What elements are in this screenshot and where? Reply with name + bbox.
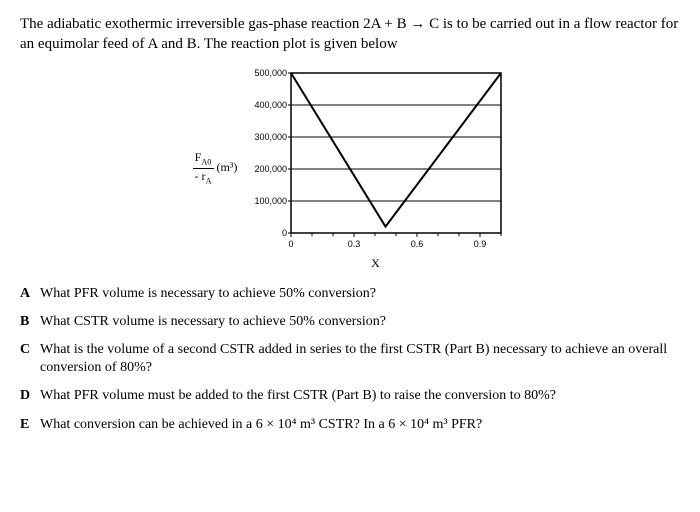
question-letter: C bbox=[20, 341, 40, 377]
question-text: What CSTR volume is necessary to achieve… bbox=[40, 313, 680, 331]
svg-text:200,000: 200,000 bbox=[255, 164, 288, 174]
svg-text:0: 0 bbox=[289, 239, 294, 249]
svg-text:400,000: 400,000 bbox=[255, 100, 288, 110]
question-item: D What PFR volume must be added to the f… bbox=[20, 387, 680, 405]
chart-container: FA0 - rA (m³) 0 100,000 200,000 300,000 400,… bbox=[20, 67, 680, 271]
question-item: C What is the volume of a second CSTR ad… bbox=[20, 341, 680, 377]
reaction-plot: 0 100,000 200,000 300,000 400,000 500,000 0 0.3… bbox=[243, 67, 507, 253]
question-text: What conversion can be achieved in a 6 ×… bbox=[40, 416, 680, 434]
svg-text:500,000: 500,000 bbox=[255, 68, 288, 78]
svg-text:0.6: 0.6 bbox=[411, 239, 424, 249]
intro-text: The adiabatic exothermic irreversible ga… bbox=[20, 14, 680, 55]
question-item: A What PFR volume is necessary to achiev… bbox=[20, 285, 680, 303]
question-letter: D bbox=[20, 387, 40, 405]
question-letter: B bbox=[20, 313, 40, 331]
y-axis-label: FA0 - rA (m³) bbox=[193, 151, 244, 186]
question-item: B What CSTR volume is necessary to achie… bbox=[20, 313, 680, 331]
svg-text:0: 0 bbox=[282, 228, 287, 238]
svg-text:100,000: 100,000 bbox=[255, 196, 288, 206]
questions-list: A What PFR volume is necessary to achiev… bbox=[20, 285, 680, 434]
question-item: E What conversion can be achieved in a 6… bbox=[20, 416, 680, 434]
question-letter: E bbox=[20, 416, 40, 434]
question-text: What is the volume of a second CSTR adde… bbox=[40, 341, 680, 377]
question-text: What PFR volume is necessary to achieve … bbox=[40, 285, 680, 303]
question-letter: A bbox=[20, 285, 40, 303]
question-text: What PFR volume must be added to the fir… bbox=[40, 387, 680, 405]
svg-text:0.3: 0.3 bbox=[348, 239, 361, 249]
svg-text:0.9: 0.9 bbox=[474, 239, 487, 249]
x-axis-label: X bbox=[371, 255, 380, 271]
svg-text:300,000: 300,000 bbox=[255, 132, 288, 142]
